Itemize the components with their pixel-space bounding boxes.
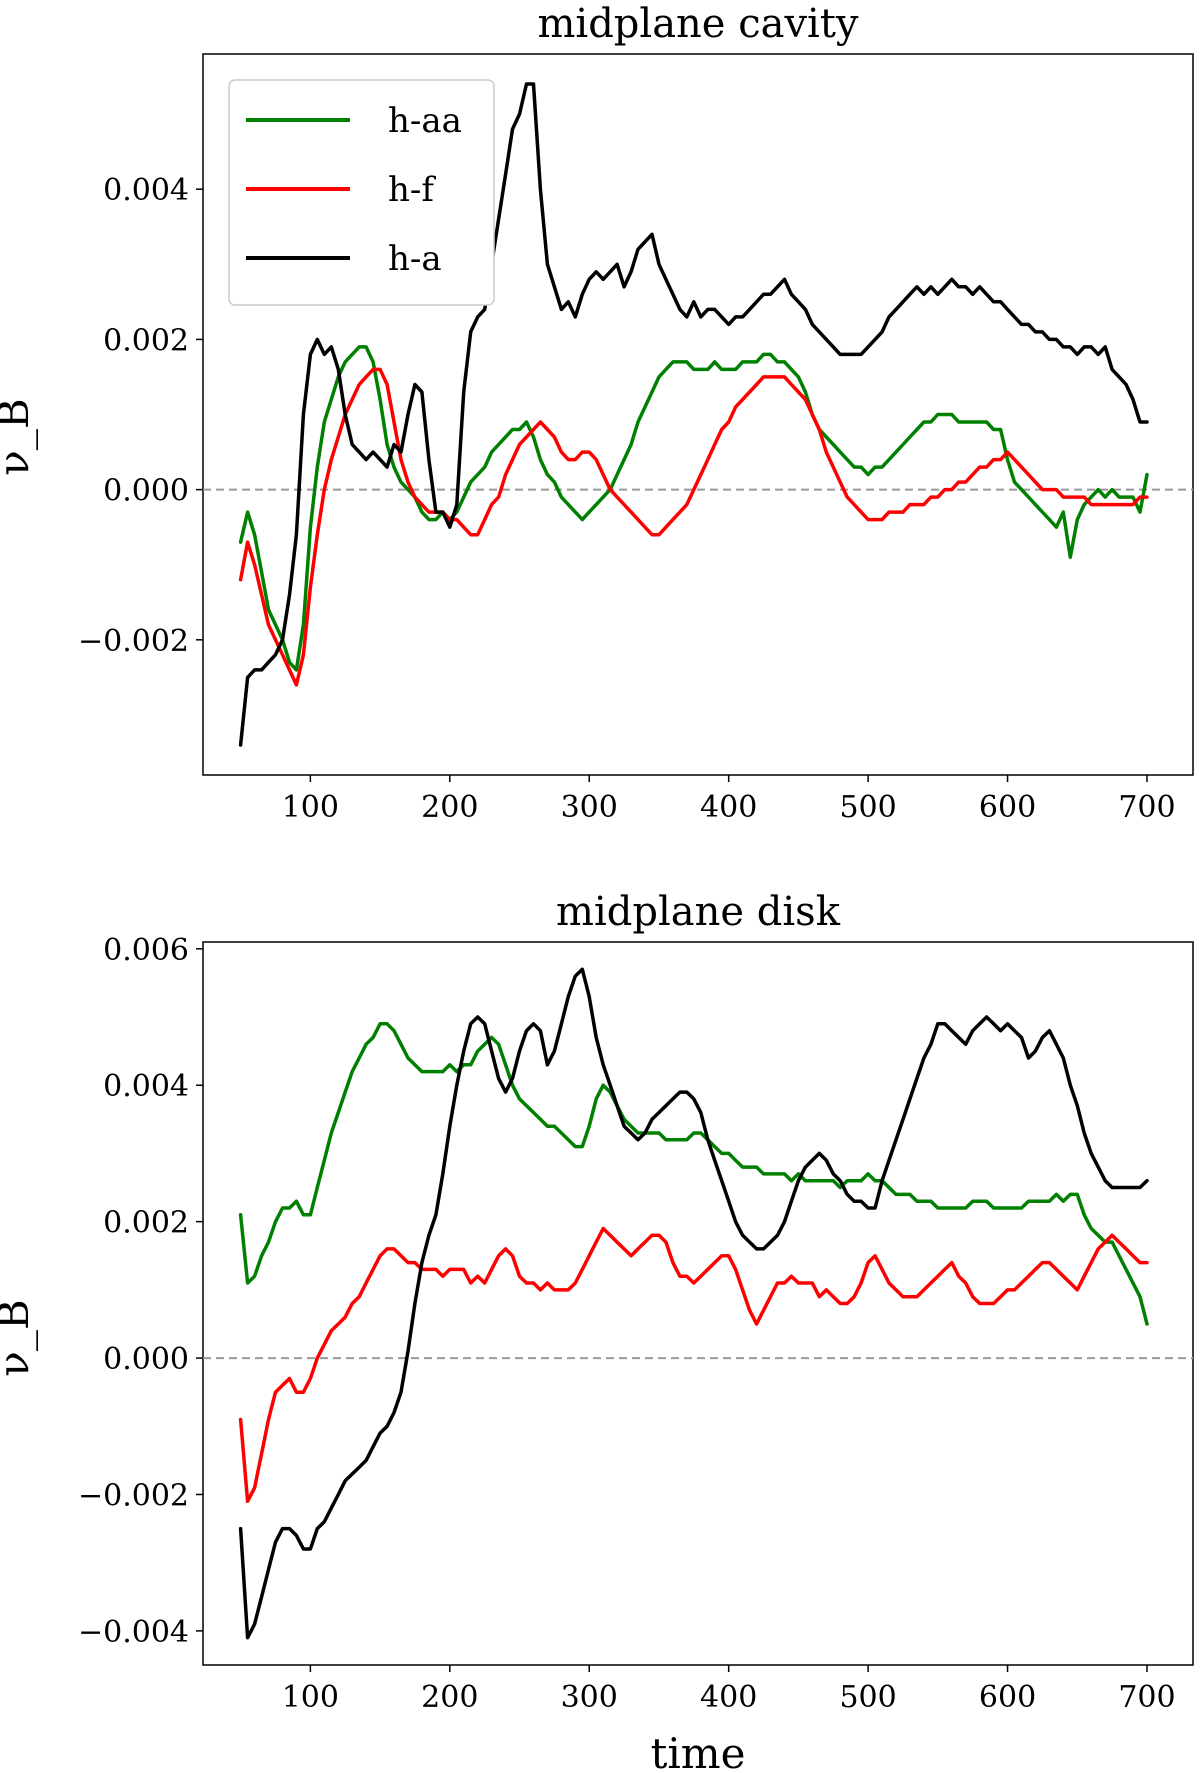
- y-tick-label: −0.002: [78, 624, 189, 659]
- series-line-h-a: [238, 82, 1149, 747]
- x-tick-label: 400: [700, 790, 757, 825]
- y-axis-label: ν_B: [0, 398, 38, 475]
- panel-midplane-disk: midplane disk ν_B time 100 200 300 400 500 60…: [0, 889, 1194, 1773]
- y-tick-label: 0.004: [103, 1069, 189, 1104]
- x-tick-label: 300: [561, 1680, 618, 1715]
- panel-midplane-cavity: midplane cavity ν_B 100 200 300 400 500 600 70…: [0, 1, 1194, 825]
- x-tick-label: 700: [1118, 1680, 1175, 1715]
- x-tick-label: 200: [421, 1680, 478, 1715]
- y-tick-label: 0.006: [103, 933, 189, 968]
- x-axis-label: time: [651, 1729, 746, 1773]
- plot-area: [202, 53, 1194, 776]
- series-line-h-aa: [238, 1022, 1149, 1326]
- y-axis-label: ν_B: [0, 1299, 38, 1376]
- x-tick-label: 100: [282, 790, 339, 825]
- legend: h-aa h-f h-a: [228, 79, 495, 306]
- x-tick-label: 400: [700, 1680, 757, 1715]
- series-line-h-f: [238, 1226, 1149, 1504]
- x-tick-label: 500: [839, 790, 896, 825]
- series-line-h-f: [238, 367, 1149, 687]
- x-tick-label: 100: [282, 1680, 339, 1715]
- legend-label: h-aa: [388, 101, 462, 141]
- x-tick-label: 300: [561, 790, 618, 825]
- y-tick-label: 0.000: [103, 474, 189, 509]
- y-tick-label: −0.004: [78, 1615, 189, 1650]
- panel-title: midplane cavity: [537, 1, 858, 47]
- x-tick-label: 700: [1118, 790, 1175, 825]
- legend-label: h-f: [388, 170, 436, 210]
- x-tick-label: 500: [839, 1680, 896, 1715]
- y-tick-label: 0.002: [103, 1206, 189, 1241]
- y-tick-label: 0.002: [103, 323, 189, 358]
- panel-title: midplane disk: [556, 889, 841, 935]
- y-tick-label: 0.000: [103, 1342, 189, 1377]
- x-tick-label: 600: [979, 1680, 1036, 1715]
- plot-area: [202, 941, 1194, 1666]
- x-tick-label: 200: [421, 790, 478, 825]
- legend-label: h-a: [388, 239, 442, 279]
- y-tick-label: 0.004: [103, 173, 189, 208]
- series-line-h-aa: [238, 345, 1149, 672]
- series-line-h-a: [238, 967, 1149, 1640]
- legend-box: [228, 79, 495, 306]
- x-tick-label: 600: [979, 790, 1036, 825]
- y-tick-label: −0.002: [78, 1478, 189, 1513]
